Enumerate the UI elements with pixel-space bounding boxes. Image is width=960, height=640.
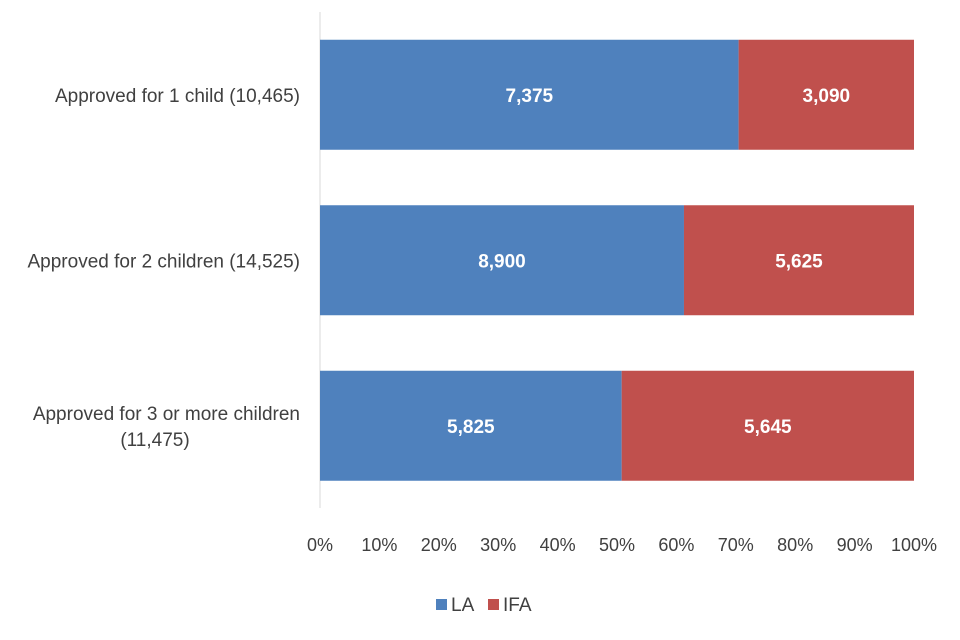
bars [320,39,914,481]
legend-label-ifa: IFA [503,595,532,616]
x-tick-label-60pct: 60% [658,535,694,555]
x-tick-label-30pct: 30% [480,535,516,555]
legend-label-la: LA [451,595,475,616]
bar-ifa-1 [738,39,914,150]
bar-la-3 [320,370,622,481]
bar-ifa-2 [683,205,914,316]
x-tick-label-70pct: 70% [718,535,754,555]
category-labels: Approved for 1 child (10,465) Approved fo… [28,86,301,451]
category-label-1: Approved for 1 child (10,465) [55,86,300,107]
x-tick-label-90pct: 90% [837,535,873,555]
bar-data-labels: 7,375 3,090 8,900 5,625 5,825 5,645 [447,86,850,438]
x-tick-label-0pct: 0% [307,535,333,555]
x-tick-label-80pct: 80% [777,535,813,555]
x-axis-tick-labels: 0% 10% 20% 30% 40% 50% 60% 70% 80% 90% 100% [307,535,937,555]
x-tick-label-40pct: 40% [540,535,576,555]
bar-label-ifa-3: 5,645 [744,417,792,438]
legend-swatch-la [436,599,447,610]
x-tick-label-100pct: 100% [891,535,937,555]
legend-swatch-ifa [488,599,499,610]
bar-label-la-2: 8,900 [478,251,526,272]
bar-ifa-3 [621,370,914,481]
category-label-3-line-1: Approved for 3 or more children [33,404,300,425]
legend: LA IFA [436,595,532,616]
category-label-2: Approved for 2 children (14,525) [28,251,301,272]
category-label-3-line-2: (11,475) [120,430,189,451]
bar-la-1 [320,39,739,150]
bar-label-ifa-2: 5,625 [775,251,823,272]
bar-label-la-1: 7,375 [506,86,554,107]
bar-label-la-3: 5,825 [447,417,495,438]
x-tick-label-20pct: 20% [421,535,457,555]
bar-label-ifa-1: 3,090 [803,86,851,107]
x-tick-label-50pct: 50% [599,535,635,555]
x-tick-label-10pct: 10% [361,535,397,555]
bar-la-2 [320,205,684,316]
